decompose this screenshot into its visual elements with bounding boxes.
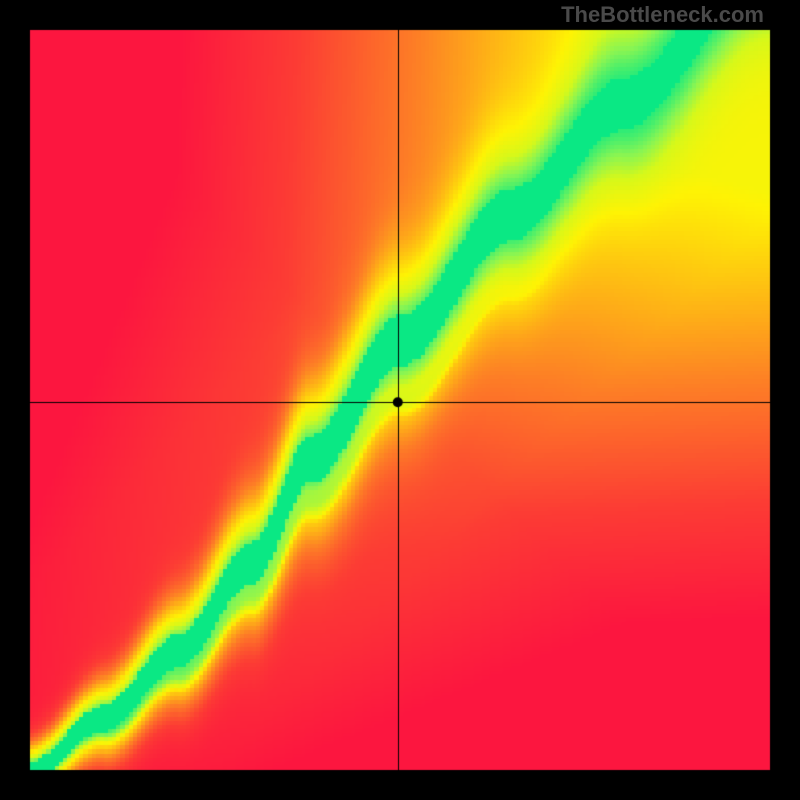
watermark-text: TheBottleneck.com xyxy=(561,2,764,28)
chart-container: TheBottleneck.com xyxy=(0,0,800,800)
bottleneck-heatmap xyxy=(0,0,800,800)
